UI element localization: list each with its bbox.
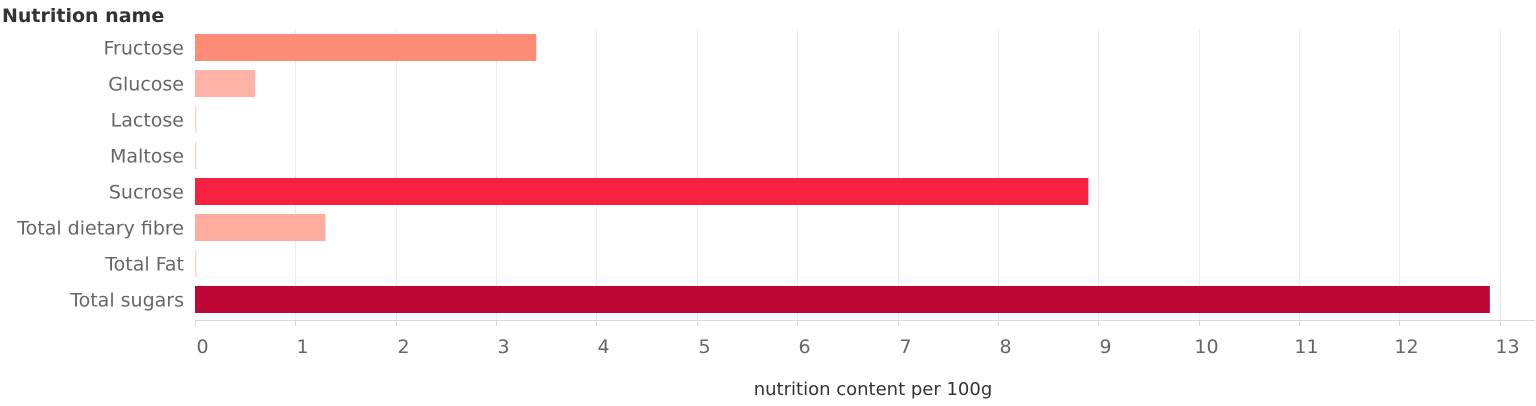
row-header: Nutrition name xyxy=(2,5,164,27)
x-tick-label-1: 1 xyxy=(296,336,308,358)
x-axis-title: nutrition content per 100g xyxy=(754,379,993,400)
bar-total-sugars xyxy=(195,286,1490,313)
x-tick-label-8: 8 xyxy=(999,336,1011,358)
category-label-maltose: Maltose xyxy=(110,146,184,168)
category-label-lactose: Lactose xyxy=(111,110,184,132)
category-label-total-dietary-fibre: Total dietary fibre xyxy=(16,218,184,240)
x-tick-label-3: 3 xyxy=(497,336,509,358)
category-label-sucrose: Sucrose xyxy=(109,182,184,204)
category-label-total-sugars: Total sugars xyxy=(69,290,184,312)
bar-total-fat xyxy=(195,250,197,277)
x-tick-label-0: 0 xyxy=(196,336,208,358)
bars xyxy=(195,34,1490,313)
x-tick-label-11: 11 xyxy=(1294,336,1318,358)
category-label-glucose: Glucose xyxy=(108,74,184,96)
grid xyxy=(295,30,1501,320)
category-label-fructose: Fructose xyxy=(103,38,184,60)
category-label-total-fat: Total Fat xyxy=(104,254,184,276)
bar-maltose xyxy=(195,142,197,169)
bar-fructose xyxy=(195,34,537,61)
x-tick-label-7: 7 xyxy=(899,336,911,358)
bar-total-dietary-fibre xyxy=(195,214,326,241)
bar-lactose xyxy=(195,106,197,133)
x-tick-label-13: 13 xyxy=(1495,336,1519,358)
category-labels: Fructose Glucose Lactose Maltose Sucrose Tota… xyxy=(16,38,184,312)
bar-glucose xyxy=(195,70,256,97)
x-tick-label-4: 4 xyxy=(597,336,609,358)
bar-sucrose xyxy=(195,178,1089,205)
x-tick-label-2: 2 xyxy=(397,336,409,358)
x-tick-label-12: 12 xyxy=(1394,336,1418,358)
x-tick-label-6: 6 xyxy=(798,336,810,358)
x-tick-label-10: 10 xyxy=(1194,336,1218,358)
x-axis-ticks: 0 1 2 3 4 5 6 7 8 9 10 11 12 13 xyxy=(195,320,1535,358)
x-tick-label-5: 5 xyxy=(698,336,710,358)
x-tick-label-9: 9 xyxy=(1099,336,1111,358)
